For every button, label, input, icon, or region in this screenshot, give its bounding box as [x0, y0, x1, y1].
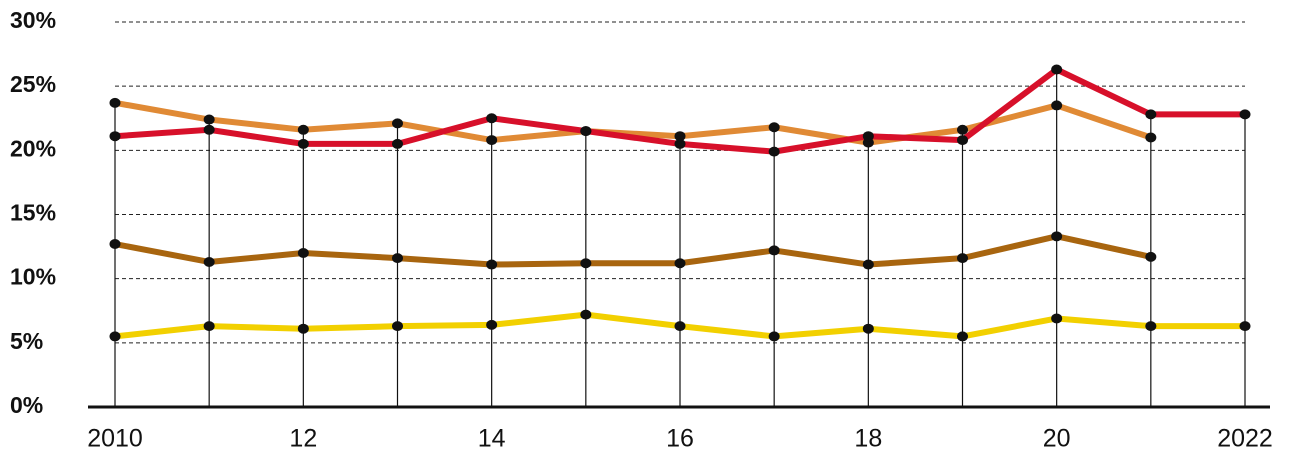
point — [862, 323, 874, 334]
y-tick-label: 0% — [10, 392, 43, 418]
point — [580, 309, 592, 320]
point — [486, 113, 498, 124]
x-tick-label: 16 — [666, 425, 694, 453]
point — [674, 321, 686, 332]
y-tick-label: 30% — [10, 7, 56, 33]
point — [580, 258, 592, 269]
point — [109, 97, 121, 108]
point — [297, 124, 309, 135]
y-tick-label: 5% — [10, 328, 43, 354]
x-tick-label: 2010 — [87, 425, 143, 453]
x-tick-label: 12 — [289, 425, 317, 453]
point — [768, 331, 780, 342]
point — [1051, 231, 1063, 242]
x-tick-label: 14 — [478, 425, 506, 453]
point — [297, 138, 309, 149]
point — [768, 122, 780, 133]
point — [674, 258, 686, 269]
point — [1145, 109, 1157, 120]
point — [862, 259, 874, 270]
point — [1239, 109, 1251, 120]
point — [580, 126, 592, 137]
point — [1239, 321, 1251, 332]
point — [862, 131, 874, 142]
point — [1145, 132, 1157, 143]
point — [392, 321, 403, 332]
point — [297, 323, 309, 334]
point — [203, 256, 215, 267]
point — [1051, 313, 1063, 324]
point — [392, 138, 403, 149]
point — [957, 124, 968, 135]
y-tick-label: 15% — [10, 200, 56, 226]
point — [392, 253, 403, 264]
point — [1051, 64, 1063, 75]
point — [674, 138, 686, 149]
point — [486, 135, 498, 146]
point — [674, 131, 686, 142]
point — [1051, 100, 1063, 111]
y-tick-label: 20% — [10, 135, 56, 161]
point — [203, 114, 215, 125]
x-tick-label: 18 — [854, 425, 882, 453]
point — [486, 259, 498, 270]
series-line — [114, 233, 1152, 268]
point — [768, 245, 780, 256]
point — [1145, 251, 1157, 262]
y-tick-label: 10% — [10, 264, 56, 290]
point — [203, 124, 215, 135]
point — [957, 331, 968, 342]
point — [1145, 321, 1157, 332]
point — [203, 321, 215, 332]
point — [109, 331, 121, 342]
point — [297, 248, 309, 258]
point — [109, 131, 121, 142]
point — [768, 146, 780, 157]
y-tick-label: 25% — [10, 71, 56, 97]
point — [109, 239, 121, 250]
x-tick-label: 20 — [1043, 425, 1071, 453]
point — [957, 135, 968, 146]
point — [486, 319, 498, 330]
point — [392, 118, 403, 129]
x-tick-label: 2022 — [1217, 425, 1273, 453]
point — [957, 253, 968, 264]
